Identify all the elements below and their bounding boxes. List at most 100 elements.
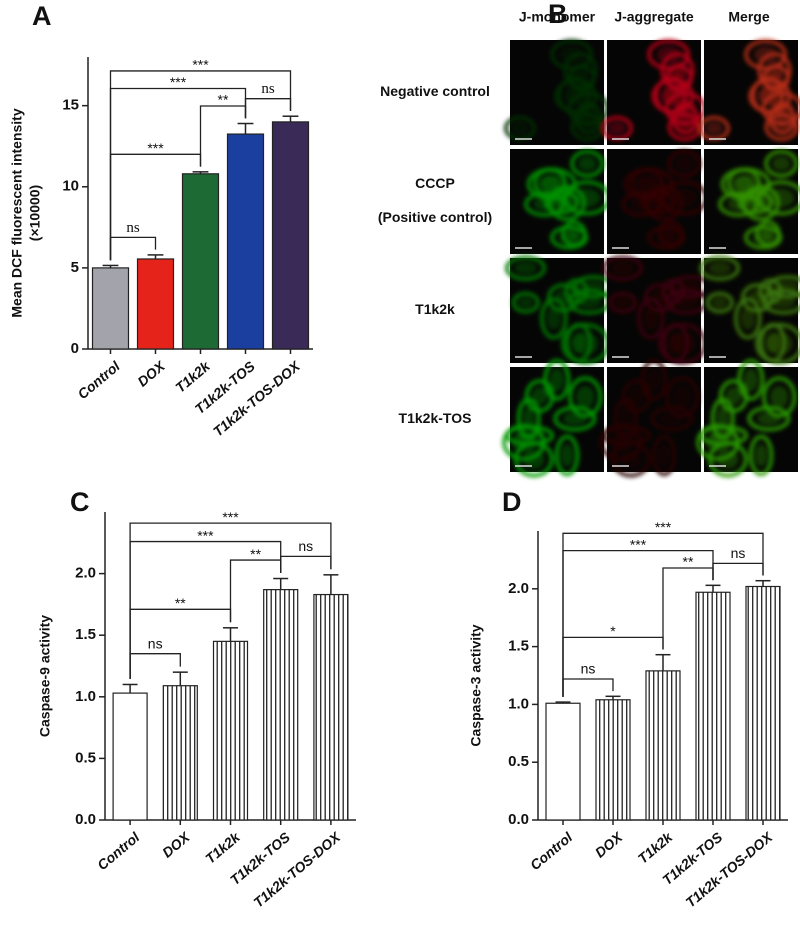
cell xyxy=(667,149,702,178)
significance-bracket xyxy=(109,70,292,261)
cell xyxy=(768,71,784,86)
cell xyxy=(655,231,677,244)
bar xyxy=(181,173,220,350)
significance-label: *** xyxy=(222,509,239,525)
panel-letter: D xyxy=(502,487,522,517)
significance-bracket xyxy=(129,522,332,679)
cell xyxy=(661,278,686,305)
cell xyxy=(755,322,800,365)
cell xyxy=(531,387,548,405)
cell xyxy=(764,149,799,178)
cell xyxy=(549,225,589,250)
panel-letter: A xyxy=(32,1,52,31)
y-tick-label: 0 xyxy=(71,340,79,357)
cell xyxy=(514,261,537,275)
x-tick-label: T1k2k xyxy=(202,828,244,867)
cell xyxy=(560,444,574,467)
y-tick-label: 2.0 xyxy=(508,580,529,597)
significance-bracket xyxy=(562,678,614,697)
cell xyxy=(770,99,794,118)
micrograph xyxy=(599,358,701,478)
significance-label: ns xyxy=(581,661,596,677)
cell xyxy=(748,434,774,477)
cells xyxy=(524,149,612,250)
y-tick-label: 5 xyxy=(71,259,79,276)
y-tick-label: 0.5 xyxy=(508,753,529,770)
cell xyxy=(547,184,587,222)
bar xyxy=(595,699,631,821)
cell xyxy=(653,193,675,213)
cell xyxy=(764,113,799,142)
cell xyxy=(504,255,547,281)
cell xyxy=(664,64,694,92)
x-tick-label: T1k2k-TOS-DOX xyxy=(250,828,344,911)
cell xyxy=(576,385,595,409)
cell xyxy=(743,225,783,250)
cell xyxy=(549,368,564,392)
x-tick-label: Control xyxy=(527,828,576,873)
cell xyxy=(570,149,605,178)
y-axis-label: Caspase-3 activity xyxy=(468,624,484,746)
y-tick-label: 0.0 xyxy=(508,811,529,828)
cell xyxy=(772,119,791,135)
x-tick-label: Control xyxy=(94,828,143,873)
cell xyxy=(559,46,584,63)
bar xyxy=(112,692,148,821)
x-tick-label: T1k2k-TOS-DOX xyxy=(682,828,776,911)
cell xyxy=(699,425,749,446)
micrograph xyxy=(504,255,615,365)
cell xyxy=(770,385,789,409)
micrograph xyxy=(601,255,712,365)
row-label: (Positive control) xyxy=(378,209,492,225)
cell xyxy=(766,332,793,356)
x-tick-label: DOX xyxy=(159,828,194,861)
significance-label: ** xyxy=(683,554,694,570)
significance-label: ns xyxy=(298,538,313,554)
cell xyxy=(752,231,774,244)
micrograph xyxy=(696,358,798,478)
cell xyxy=(741,184,781,222)
cell xyxy=(564,278,589,305)
y-tick-label: 2.0 xyxy=(75,565,96,582)
cell xyxy=(698,255,741,281)
cells xyxy=(503,38,610,142)
cell xyxy=(646,368,661,392)
cell xyxy=(568,376,603,418)
cell xyxy=(737,358,765,401)
significance-bracket xyxy=(129,653,181,679)
bar xyxy=(136,258,175,350)
column-header: Merge xyxy=(728,9,769,25)
y-tick-label: 0.0 xyxy=(75,811,96,828)
x-tick-label: DOX xyxy=(592,828,627,861)
cell xyxy=(708,261,731,275)
micrograph xyxy=(698,255,800,365)
cell xyxy=(574,71,590,86)
y-tick-label: 1.5 xyxy=(75,626,96,643)
cell xyxy=(673,99,697,118)
cell xyxy=(637,175,657,191)
significance-bracket xyxy=(562,532,764,697)
significance-bracket xyxy=(712,562,764,581)
cell xyxy=(567,64,597,92)
cell xyxy=(667,284,680,298)
cell xyxy=(673,385,692,409)
significance-label: *** xyxy=(197,527,214,543)
bar xyxy=(212,640,249,821)
cell xyxy=(554,434,580,477)
y-axis-label: Mean DCF fluorescent intensity xyxy=(9,108,25,317)
significance-label: ** xyxy=(175,595,186,611)
cell xyxy=(753,46,778,63)
cells xyxy=(502,358,603,478)
micrograph xyxy=(502,358,604,478)
y-tick-label: 1.0 xyxy=(508,695,529,712)
cell xyxy=(734,175,754,191)
cells xyxy=(698,255,800,365)
significance-bracket xyxy=(109,236,157,261)
bar xyxy=(695,591,731,821)
cell xyxy=(511,121,529,135)
cell xyxy=(518,297,534,308)
cells xyxy=(599,358,700,478)
cell xyxy=(762,376,797,418)
significance-label: ns xyxy=(731,545,746,561)
